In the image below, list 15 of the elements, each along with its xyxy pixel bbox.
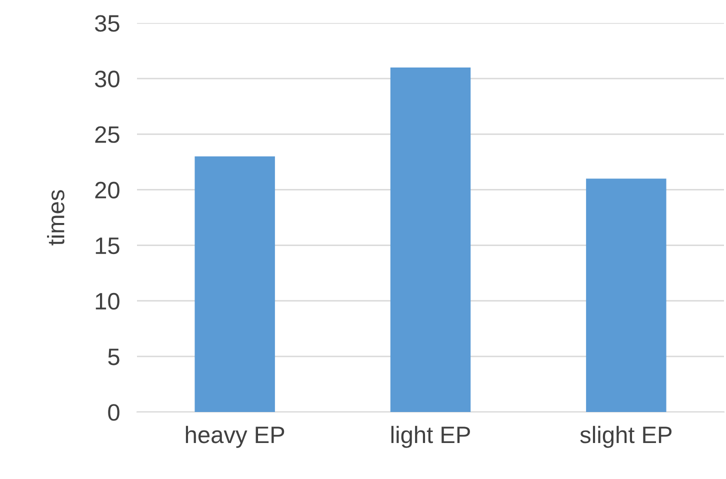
y-tick-label: 25 bbox=[95, 126, 120, 143]
bar bbox=[586, 178, 666, 412]
bar bbox=[390, 67, 471, 412]
y-tick-label: 0 bbox=[108, 404, 120, 421]
x-tick-label: slight EP bbox=[580, 426, 672, 448]
bar bbox=[194, 156, 275, 412]
x-tick-label: light EP bbox=[391, 426, 470, 448]
y-tick-label: 35 bbox=[94, 15, 120, 32]
x-tick-label: heavy EP bbox=[186, 426, 284, 448]
y-axis-title: times bbox=[47, 190, 64, 246]
y-tick-label: 5 bbox=[108, 348, 120, 366]
y-tick-label: 20 bbox=[95, 182, 120, 198]
y-tick-label: 15 bbox=[96, 238, 120, 254]
y-tick-label: 30 bbox=[94, 70, 120, 88]
y-tick-label: 10 bbox=[96, 292, 120, 310]
